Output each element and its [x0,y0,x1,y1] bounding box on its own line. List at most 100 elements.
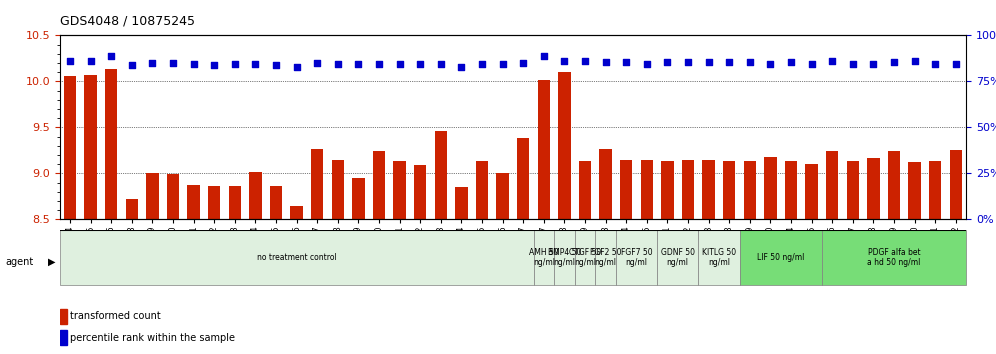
Point [310,60,326,66]
Point [372,61,387,67]
Point [825,58,841,64]
Bar [167,175,179,354]
Bar [249,172,262,354]
Bar [908,162,921,354]
Bar [806,164,818,354]
Point [948,61,964,67]
FancyBboxPatch shape [616,230,657,285]
Point [62,58,78,64]
Point [783,59,799,65]
Bar [373,152,385,354]
Bar [106,69,118,354]
Bar [60,309,68,324]
Bar [558,72,571,354]
Point [83,58,99,64]
Text: FGF7 50
ng/ml: FGF7 50 ng/ml [621,248,652,267]
Bar [229,186,241,354]
Text: FGF2 50
ng/ml: FGF2 50 ng/ml [590,248,622,267]
Bar [600,149,612,354]
Text: transformed count: transformed count [70,311,160,321]
Point [804,61,820,67]
Bar [579,161,592,354]
Point [227,61,243,67]
Bar [353,178,365,354]
Point [206,62,222,68]
Text: CTGF 50
ng/ml: CTGF 50 ng/ml [569,248,602,267]
Point [104,53,120,58]
Bar [270,186,282,354]
FancyBboxPatch shape [657,230,698,285]
Point [619,59,634,65]
Point [886,59,902,65]
Point [638,61,654,67]
Bar [64,76,77,354]
Point [927,61,943,67]
Bar [868,158,879,354]
FancyBboxPatch shape [60,230,534,285]
Bar [764,157,777,354]
Point [906,58,922,64]
Point [495,61,511,67]
Point [763,61,779,67]
Point [742,59,758,65]
Point [144,60,160,66]
Bar [496,172,509,354]
FancyBboxPatch shape [739,230,822,285]
FancyBboxPatch shape [596,230,616,285]
Text: AMH 50
ng/ml: AMH 50 ng/ml [529,248,559,267]
Bar [187,185,200,354]
Text: BMP4 50
ng/ml: BMP4 50 ng/ml [548,248,581,267]
Bar [414,165,426,354]
Bar [60,330,68,345]
Text: ▶: ▶ [48,257,56,267]
Bar [85,75,97,354]
Point [845,61,861,67]
Point [515,60,531,66]
Bar [332,160,344,354]
Bar [929,161,941,354]
Text: percentile rank within the sample: percentile rank within the sample [70,332,235,343]
Point [185,61,201,67]
FancyBboxPatch shape [575,230,596,285]
Text: GDS4048 / 10875245: GDS4048 / 10875245 [60,14,195,27]
Point [680,59,696,65]
Text: agent: agent [5,257,33,267]
Text: no treatment control: no treatment control [257,253,337,262]
Bar [847,161,859,354]
Bar [826,152,839,354]
Bar [146,172,158,354]
Bar [538,80,550,354]
Bar [291,206,303,354]
Bar [125,199,138,354]
FancyBboxPatch shape [554,230,575,285]
Point [577,58,593,64]
Text: GDNF 50
ng/ml: GDNF 50 ng/ml [660,248,695,267]
FancyBboxPatch shape [698,230,739,285]
Bar [517,138,530,354]
Text: KITLG 50
ng/ml: KITLG 50 ng/ml [702,248,736,267]
Point [598,59,614,65]
Bar [393,161,405,354]
Bar [682,160,694,354]
Point [412,61,428,67]
Bar [887,152,900,354]
Point [536,53,552,58]
Point [351,61,367,67]
Point [124,62,139,68]
Point [433,61,449,67]
Bar [744,161,756,354]
Point [474,61,490,67]
FancyBboxPatch shape [822,230,966,285]
Bar [723,161,735,354]
Point [391,61,407,67]
Point [866,61,881,67]
Point [165,60,181,66]
Text: LIF 50 ng/ml: LIF 50 ng/ml [757,253,805,262]
Point [557,58,573,64]
Text: PDGF alfa bet
a hd 50 ng/ml: PDGF alfa bet a hd 50 ng/ml [868,248,920,267]
Bar [949,150,962,354]
Bar [785,161,797,354]
Bar [455,187,468,354]
Point [659,59,675,65]
Point [700,59,716,65]
